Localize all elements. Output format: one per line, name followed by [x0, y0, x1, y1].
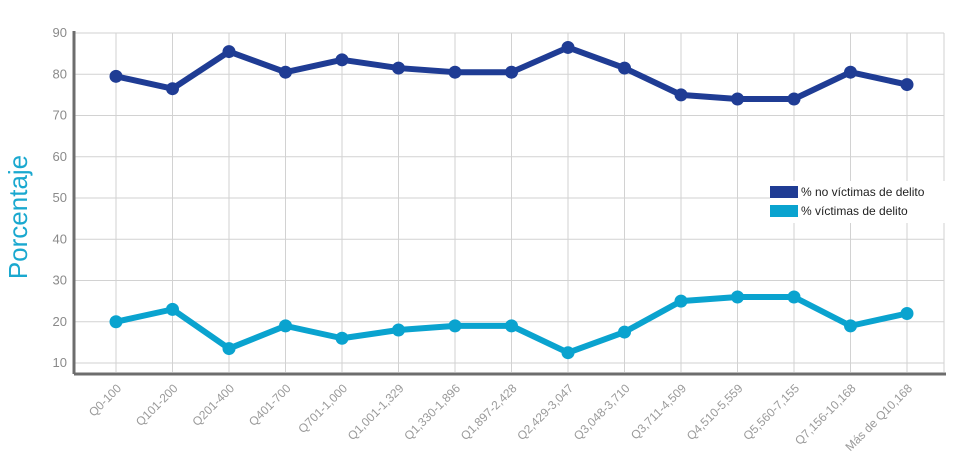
y-tick-label: 60: [53, 149, 67, 164]
data-point-1: [448, 319, 462, 333]
legend-label-no-victimas: % no víctimas de delito: [801, 184, 925, 199]
x-tick-label: Q2,429-3,047: [514, 381, 576, 443]
data-point-0: [392, 61, 405, 75]
data-point-0: [787, 92, 801, 106]
x-tick-label: Q3,048-3,710: [571, 381, 633, 443]
data-point-1: [561, 346, 575, 360]
data-point-1: [222, 342, 236, 356]
x-tick-label: Q3,711-4,509: [628, 381, 689, 442]
legend-item-no-victimas: % no víctimas de delito: [770, 183, 946, 200]
data-point-1: [900, 307, 914, 320]
data-point-1: [731, 290, 744, 304]
y-tick-label: 40: [53, 231, 67, 246]
data-point-0: [731, 92, 744, 106]
data-point-1: [505, 319, 518, 333]
x-tick-label: Q701-1,000: [295, 381, 350, 436]
data-point-1: [844, 319, 857, 333]
data-point-0: [109, 69, 123, 83]
data-point-0: [561, 40, 575, 54]
data-point-0: [900, 78, 914, 92]
y-tick-label: 20: [53, 314, 67, 329]
data-point-0: [222, 45, 236, 59]
legend-swatch-no-victimas: [770, 185, 798, 198]
x-tick-label: Q1,897-2,428: [458, 381, 520, 443]
data-point-1: [109, 315, 123, 329]
data-point-0: [448, 65, 462, 79]
x-tick-label: Q1,001-1,329: [345, 381, 407, 443]
data-point-1: [166, 302, 179, 316]
y-axis-title: Porcentaje: [3, 154, 33, 280]
x-tick-label: Q1,330-1,896: [401, 381, 463, 443]
x-tick-label: Q4,510-5,559: [684, 381, 746, 443]
data-point-1: [335, 331, 349, 345]
legend: % no víctimas de delito % víctimas de de…: [770, 181, 946, 223]
data-point-1: [392, 323, 405, 337]
data-point-0: [335, 53, 349, 67]
legend-item-victimas: % víctimas de delito: [770, 202, 946, 219]
legend-swatch-victimas: [770, 204, 798, 217]
data-point-1: [787, 290, 801, 304]
x-tick-label: Q201-400: [189, 381, 237, 429]
x-tick-label: Q5,560-7,155: [740, 381, 802, 443]
legend-label-victimas: % víctimas de delito: [801, 203, 908, 218]
x-tick-label: Q101-200: [133, 381, 181, 429]
x-tick-label: Q401-700: [246, 381, 294, 429]
y-tick-label: 80: [53, 66, 67, 81]
data-point-0: [166, 82, 179, 96]
y-tick-label: 90: [53, 25, 67, 40]
data-point-1: [618, 325, 631, 339]
data-point-0: [674, 88, 688, 102]
x-tick-label: Q0-100: [86, 381, 124, 419]
data-point-0: [618, 61, 631, 75]
y-tick-label: 10: [53, 355, 67, 370]
y-tick-label: 30: [53, 273, 67, 288]
data-point-1: [279, 319, 292, 333]
data-point-1: [674, 294, 688, 308]
y-tick-label: 50: [53, 190, 67, 205]
data-point-0: [505, 65, 518, 79]
y-tick-label: 70: [53, 108, 67, 123]
data-point-0: [844, 65, 857, 79]
data-point-0: [279, 65, 292, 79]
